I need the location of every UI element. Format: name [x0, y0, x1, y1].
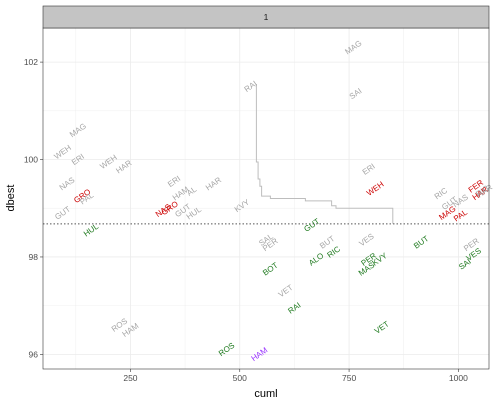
y-tick-label: 100 [24, 155, 38, 165]
facet-strip-background [42, 5, 490, 29]
x-tick-label: 500 [233, 373, 247, 383]
x-tick-label: 250 [123, 373, 137, 383]
facet-strip: 1 [42, 5, 490, 29]
x-axis-title: cuml [254, 388, 277, 400]
y-axis: 96 98 100 102 [24, 57, 43, 359]
y-tick-label: 98 [29, 252, 39, 262]
grid-lines [43, 28, 489, 369]
facet-strip-label: 1 [264, 12, 269, 22]
y-axis-title: dbest [5, 185, 17, 212]
step-line-group [255, 84, 394, 224]
x-axis: 250 500 750 1000 [123, 369, 468, 383]
y-tick-label: 102 [24, 57, 38, 67]
step-line [255, 84, 394, 224]
x-tick-label: 1000 [449, 373, 468, 383]
y-tick-label: 96 [29, 349, 39, 359]
x-tick-label: 750 [342, 373, 356, 383]
plot-panel-background [43, 28, 489, 369]
